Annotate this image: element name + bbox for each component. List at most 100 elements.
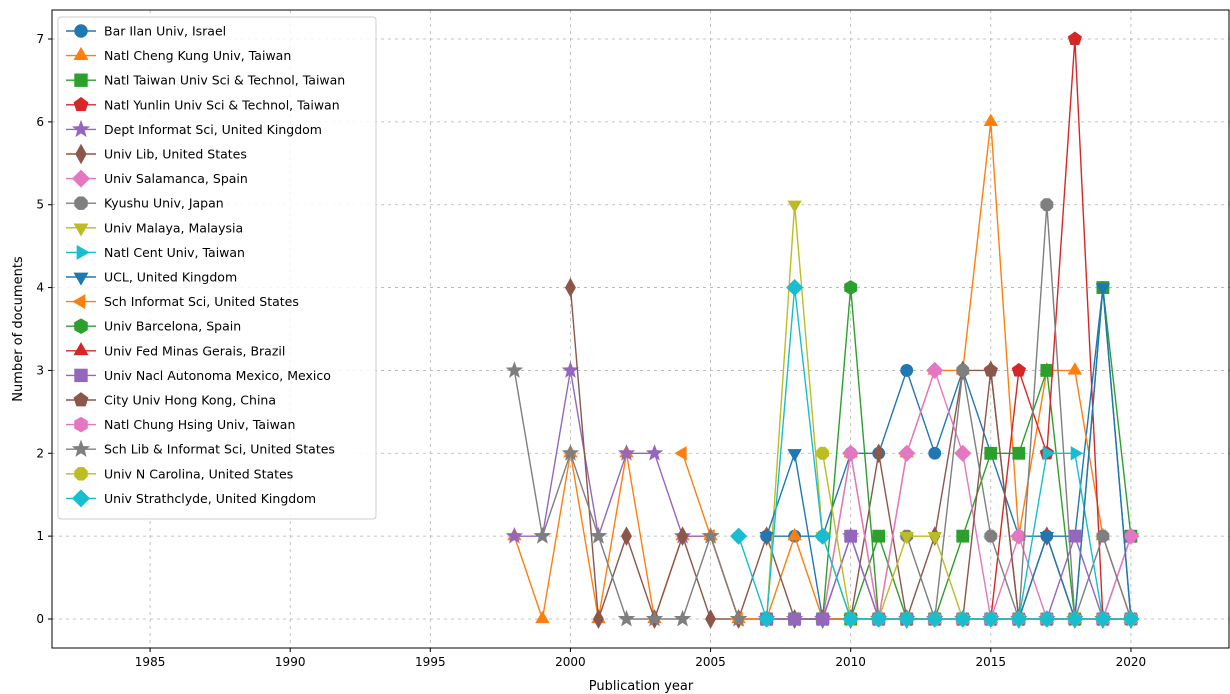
data-point	[954, 444, 972, 462]
data-point	[589, 526, 608, 544]
data-point	[956, 529, 970, 543]
data-point	[787, 449, 802, 462]
legend-label: Bar Ilan Univ, Israel	[104, 24, 226, 39]
data-point	[786, 279, 804, 297]
data-point	[983, 362, 998, 377]
legend-label: Univ Fed Minas Gerais, Brazil	[104, 343, 285, 358]
data-point	[505, 361, 524, 378]
legend-entry: Sch Informat Sci, United States	[66, 294, 299, 310]
data-point	[1042, 446, 1056, 461]
legend-label: Kyushu Univ, Japan	[104, 196, 224, 211]
legend-marker	[73, 272, 89, 286]
data-point	[873, 443, 885, 464]
data-point	[533, 526, 552, 544]
data-point	[593, 609, 604, 629]
data-point	[954, 610, 972, 628]
legend-marker	[73, 46, 89, 60]
legend-entry: City Univ Hong Kong, China	[66, 392, 276, 408]
series-18	[505, 361, 748, 627]
data-point	[674, 446, 687, 461]
legend-label: Natl Yunlin Univ Sci & Technol, Taiwan	[104, 97, 340, 112]
legend-entry: Univ Malaya, Malaysia	[66, 220, 243, 237]
legend-entry: Natl Yunlin Univ Sci & Technol, Taiwan	[66, 96, 340, 112]
data-point	[617, 609, 636, 627]
legend-label: Natl Cent Univ, Taiwan	[104, 245, 245, 260]
legend-entry: Univ N Carolina, United States	[66, 466, 293, 481]
legend-marker	[73, 342, 89, 356]
legend-entry: Univ Barcelona, Spain	[66, 318, 241, 335]
data-point	[984, 446, 998, 460]
data-point	[982, 610, 1000, 628]
legend-label: Univ Strathclyde, United Kingdom	[104, 491, 316, 506]
legend-marker	[74, 467, 88, 481]
data-point	[984, 529, 998, 543]
data-point	[759, 531, 774, 545]
legend-entry: Sch Lib & Informat Sci, United States	[66, 439, 335, 457]
data-point	[956, 364, 970, 377]
data-point	[617, 444, 636, 461]
data-point	[1096, 529, 1110, 543]
legend-label: Univ Malaya, Malaysia	[104, 220, 243, 235]
data-point	[621, 526, 632, 546]
data-point	[900, 364, 914, 377]
y-tick-label: 1	[36, 529, 44, 543]
legend-marker	[71, 119, 91, 138]
axes: 1985 1990 1995 2000 2005 2010 2015 2020 0 1 2 3 4 5 6 7	[36, 32, 1146, 669]
data-point	[535, 610, 550, 624]
x-tick-label: 2005	[695, 655, 726, 669]
data-point	[787, 527, 802, 541]
data-point	[673, 609, 692, 627]
data-point	[787, 200, 802, 214]
legend-entry: Univ Salamanca, Spain	[66, 169, 248, 188]
legend-entry: UCL, United Kingdom	[66, 270, 237, 286]
x-tick-label: 1990	[275, 655, 306, 669]
data-point	[1012, 446, 1026, 460]
legend-label: Univ Barcelona, Spain	[104, 319, 241, 334]
legend-marker	[75, 143, 87, 165]
legend-label: UCL, United Kingdom	[104, 270, 237, 285]
data-point	[1040, 198, 1054, 212]
data-point	[1010, 610, 1028, 628]
data-point	[814, 527, 832, 545]
legend-label: Natl Cheng Kung Univ, Taiwan	[104, 48, 291, 63]
data-point	[842, 610, 860, 628]
data-point	[561, 361, 580, 378]
data-point	[1122, 610, 1140, 628]
legend-entry: Natl Cheng Kung Univ, Taiwan	[66, 46, 291, 63]
data-point	[1068, 529, 1082, 543]
x-tick-label: 2000	[555, 655, 586, 669]
data-point	[788, 612, 802, 626]
legend-label: Dept Informat Sci, United Kingdom	[104, 122, 322, 137]
data-point	[1067, 31, 1082, 46]
legend-marker	[74, 196, 88, 210]
legend-entry: Univ Fed Minas Gerais, Brazil	[66, 342, 285, 358]
y-tick-label: 6	[36, 115, 44, 129]
x-tick-label: 1995	[415, 655, 446, 669]
y-tick-label: 5	[36, 198, 44, 212]
legend-marker	[74, 318, 88, 335]
legend-label: Univ Nacl Autonoma Mexico, Mexico	[104, 368, 331, 383]
legend-marker	[73, 392, 89, 407]
series-20	[730, 279, 1140, 628]
data-point	[816, 446, 830, 460]
data-point	[844, 280, 858, 296]
data-point	[564, 277, 576, 298]
data-point	[927, 531, 942, 545]
data-point	[705, 609, 717, 629]
plot-frame	[51, 9, 1230, 649]
legend-entry: Natl Cent Univ, Taiwan	[66, 244, 245, 260]
legend-entry: Kyushu Univ, Japan	[66, 196, 224, 211]
data-point	[898, 610, 916, 628]
data-point	[870, 610, 888, 628]
data-point	[561, 444, 580, 461]
legend-label: Sch Informat Sci, United States	[104, 294, 299, 309]
legend-marker	[74, 416, 88, 433]
legend-marker	[73, 96, 89, 112]
legend-label: Natl Chung Hsing Univ, Taiwan	[104, 417, 295, 432]
legend-entry: Dept Informat Sci, United Kingdom	[66, 119, 322, 138]
x-tick-label: 1985	[135, 655, 166, 669]
data-point	[645, 444, 664, 461]
data-point	[872, 529, 886, 543]
y-tick-label: 0	[36, 612, 44, 626]
data-point	[842, 444, 860, 462]
